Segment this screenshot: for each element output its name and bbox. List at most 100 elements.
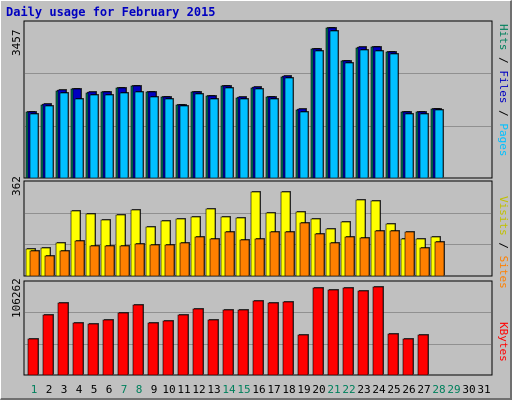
x-tick-label: 21 <box>327 383 340 396</box>
kbytes-bar-kbytes <box>417 334 429 376</box>
requests-bar-pages <box>344 62 354 179</box>
visits-bar-sites <box>29 250 40 277</box>
x-tick-label: 8 <box>136 383 143 396</box>
x-tick-label: 25 <box>387 383 400 396</box>
kbytes-bar-kbytes <box>222 309 234 376</box>
kbytes-bar-kbytes <box>402 338 414 376</box>
kbytes-bar-kbytes <box>267 302 279 376</box>
requests-bar-pages <box>314 50 324 179</box>
kbytes-bar-kbytes <box>312 287 324 376</box>
x-tick-label: 12 <box>192 383 205 396</box>
visits-bar-sites <box>74 240 85 277</box>
requests-bar-pages <box>89 94 99 179</box>
requests-bar-pages <box>359 49 369 179</box>
x-tick-label: 16 <box>252 383 265 396</box>
requests-bar-pages <box>44 105 54 179</box>
x-tick-label: 2 <box>46 383 53 396</box>
visits-bar-sites <box>299 222 310 277</box>
visits-bar-sites <box>179 242 190 277</box>
visits-bar-sites <box>134 243 145 277</box>
requests-bar-pages <box>194 93 204 179</box>
visits-bar-sites <box>344 236 355 277</box>
visits-bar-sites <box>239 239 250 277</box>
requests-bar-pages <box>299 111 309 179</box>
x-tick-label: 5 <box>91 383 98 396</box>
kbytes-bar-kbytes <box>177 314 189 376</box>
visits-bar-sites <box>149 244 160 277</box>
x-tick-label: 22 <box>342 383 355 396</box>
visits-bar-sites <box>359 237 370 277</box>
kbytes-bar-kbytes <box>132 304 144 376</box>
visits-bar-sites <box>389 230 400 277</box>
kbytes-bar-kbytes <box>387 333 399 376</box>
visits-bar-sites <box>119 245 130 277</box>
visits-bar-sites <box>209 238 220 277</box>
x-tick-label: 13 <box>207 383 220 396</box>
x-tick-label: 17 <box>267 383 280 396</box>
x-tick-label: 20 <box>312 383 325 396</box>
x-tick-label: 29 <box>447 383 460 396</box>
x-tick-label: 1 <box>31 383 38 396</box>
x-tick-label: 10 <box>162 383 175 396</box>
requests-bar-pages <box>104 94 114 179</box>
x-tick-label: 28 <box>432 383 445 396</box>
requests-bar-pages <box>329 30 339 179</box>
requests-bar-pages <box>179 105 189 179</box>
visits-bar-sites <box>329 242 340 277</box>
visits-bar-sites <box>284 231 295 277</box>
kbytes-bar-kbytes <box>252 300 264 376</box>
x-tick-label: 26 <box>402 383 415 396</box>
visits-bar-sites <box>269 231 280 277</box>
x-tick-label: 18 <box>282 383 295 396</box>
requests-bar-pages <box>404 113 414 179</box>
kbytes-bar-kbytes <box>42 314 54 376</box>
visits-bar-sites <box>164 244 175 277</box>
kbytes-bar-kbytes <box>72 322 84 376</box>
x-tick-label: 19 <box>297 383 310 396</box>
x-tick-label: 30 <box>462 383 475 396</box>
x-tick-label: 15 <box>237 383 250 396</box>
visits-bar-sites <box>254 238 265 277</box>
kbytes-bar-kbytes <box>147 322 159 376</box>
x-tick-label: 9 <box>151 383 158 396</box>
x-tick-label: 11 <box>177 383 190 396</box>
visits-bar-sites <box>59 250 70 277</box>
requests-bar-pages <box>224 87 234 179</box>
kbytes-bar-kbytes <box>192 308 204 376</box>
requests-bar-pages <box>239 98 249 179</box>
kbytes-bar-kbytes <box>102 319 114 376</box>
kbytes-bar-kbytes <box>57 302 69 376</box>
kbytes-bar-kbytes <box>117 312 129 376</box>
requests-bar-pages <box>434 109 444 179</box>
x-tick-label: 31 <box>477 383 490 396</box>
x-tick-label: 7 <box>121 383 128 396</box>
requests-bar-pages <box>134 91 144 179</box>
requests-bar-pages <box>164 98 174 179</box>
kbytes-bar-kbytes <box>207 319 219 376</box>
x-tick-label: 3 <box>61 383 68 396</box>
kbytes-bar-kbytes <box>327 289 339 376</box>
kbytes-bar-kbytes <box>297 334 309 376</box>
visits-bar-sites <box>419 247 430 277</box>
requests-bar-pages <box>389 53 399 179</box>
visits-bar-sites <box>104 245 115 277</box>
requests-bar-pages <box>29 113 39 179</box>
requests-bar-pages <box>59 92 69 179</box>
kbytes-bar-kbytes <box>162 320 174 376</box>
kbytes-bar-kbytes <box>237 309 249 376</box>
requests-bar-pages <box>74 98 84 179</box>
requests-bar-pages <box>254 88 264 179</box>
visits-bar-sites <box>89 245 100 277</box>
requests-bar-pages <box>419 113 429 179</box>
x-tick-label: 23 <box>357 383 370 396</box>
requests-bar-pages <box>269 98 279 179</box>
visits-bar-sites <box>314 233 325 277</box>
requests-bar-pages <box>284 77 294 179</box>
x-tick-label: 24 <box>372 383 386 396</box>
kbytes-bar-kbytes <box>372 286 384 376</box>
kbytes-bar-kbytes <box>87 323 99 376</box>
requests-bar-pages <box>374 50 384 179</box>
visits-bar-sites <box>434 241 445 277</box>
requests-bar-pages <box>149 96 159 179</box>
visits-bar-sites <box>224 231 235 277</box>
